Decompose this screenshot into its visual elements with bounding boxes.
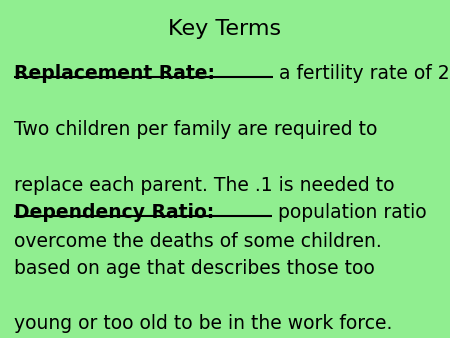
Text: replace each parent. The .1 is needed to: replace each parent. The .1 is needed to <box>14 176 394 195</box>
Text: Dependency Ratio:: Dependency Ratio: <box>14 203 214 222</box>
Text: Replacement Rate:: Replacement Rate: <box>14 64 215 83</box>
Text: Two children per family are required to: Two children per family are required to <box>14 120 377 139</box>
Text: population ratio: population ratio <box>272 203 427 222</box>
Text: based on age that describes those too: based on age that describes those too <box>14 259 374 277</box>
Text: young or too old to be in the work force.: young or too old to be in the work force… <box>14 314 392 333</box>
Text: overcome the deaths of some children.: overcome the deaths of some children. <box>14 232 381 250</box>
Text: Key Terms: Key Terms <box>168 19 282 39</box>
Text: a fertility rate of 2.1.: a fertility rate of 2.1. <box>273 64 450 83</box>
